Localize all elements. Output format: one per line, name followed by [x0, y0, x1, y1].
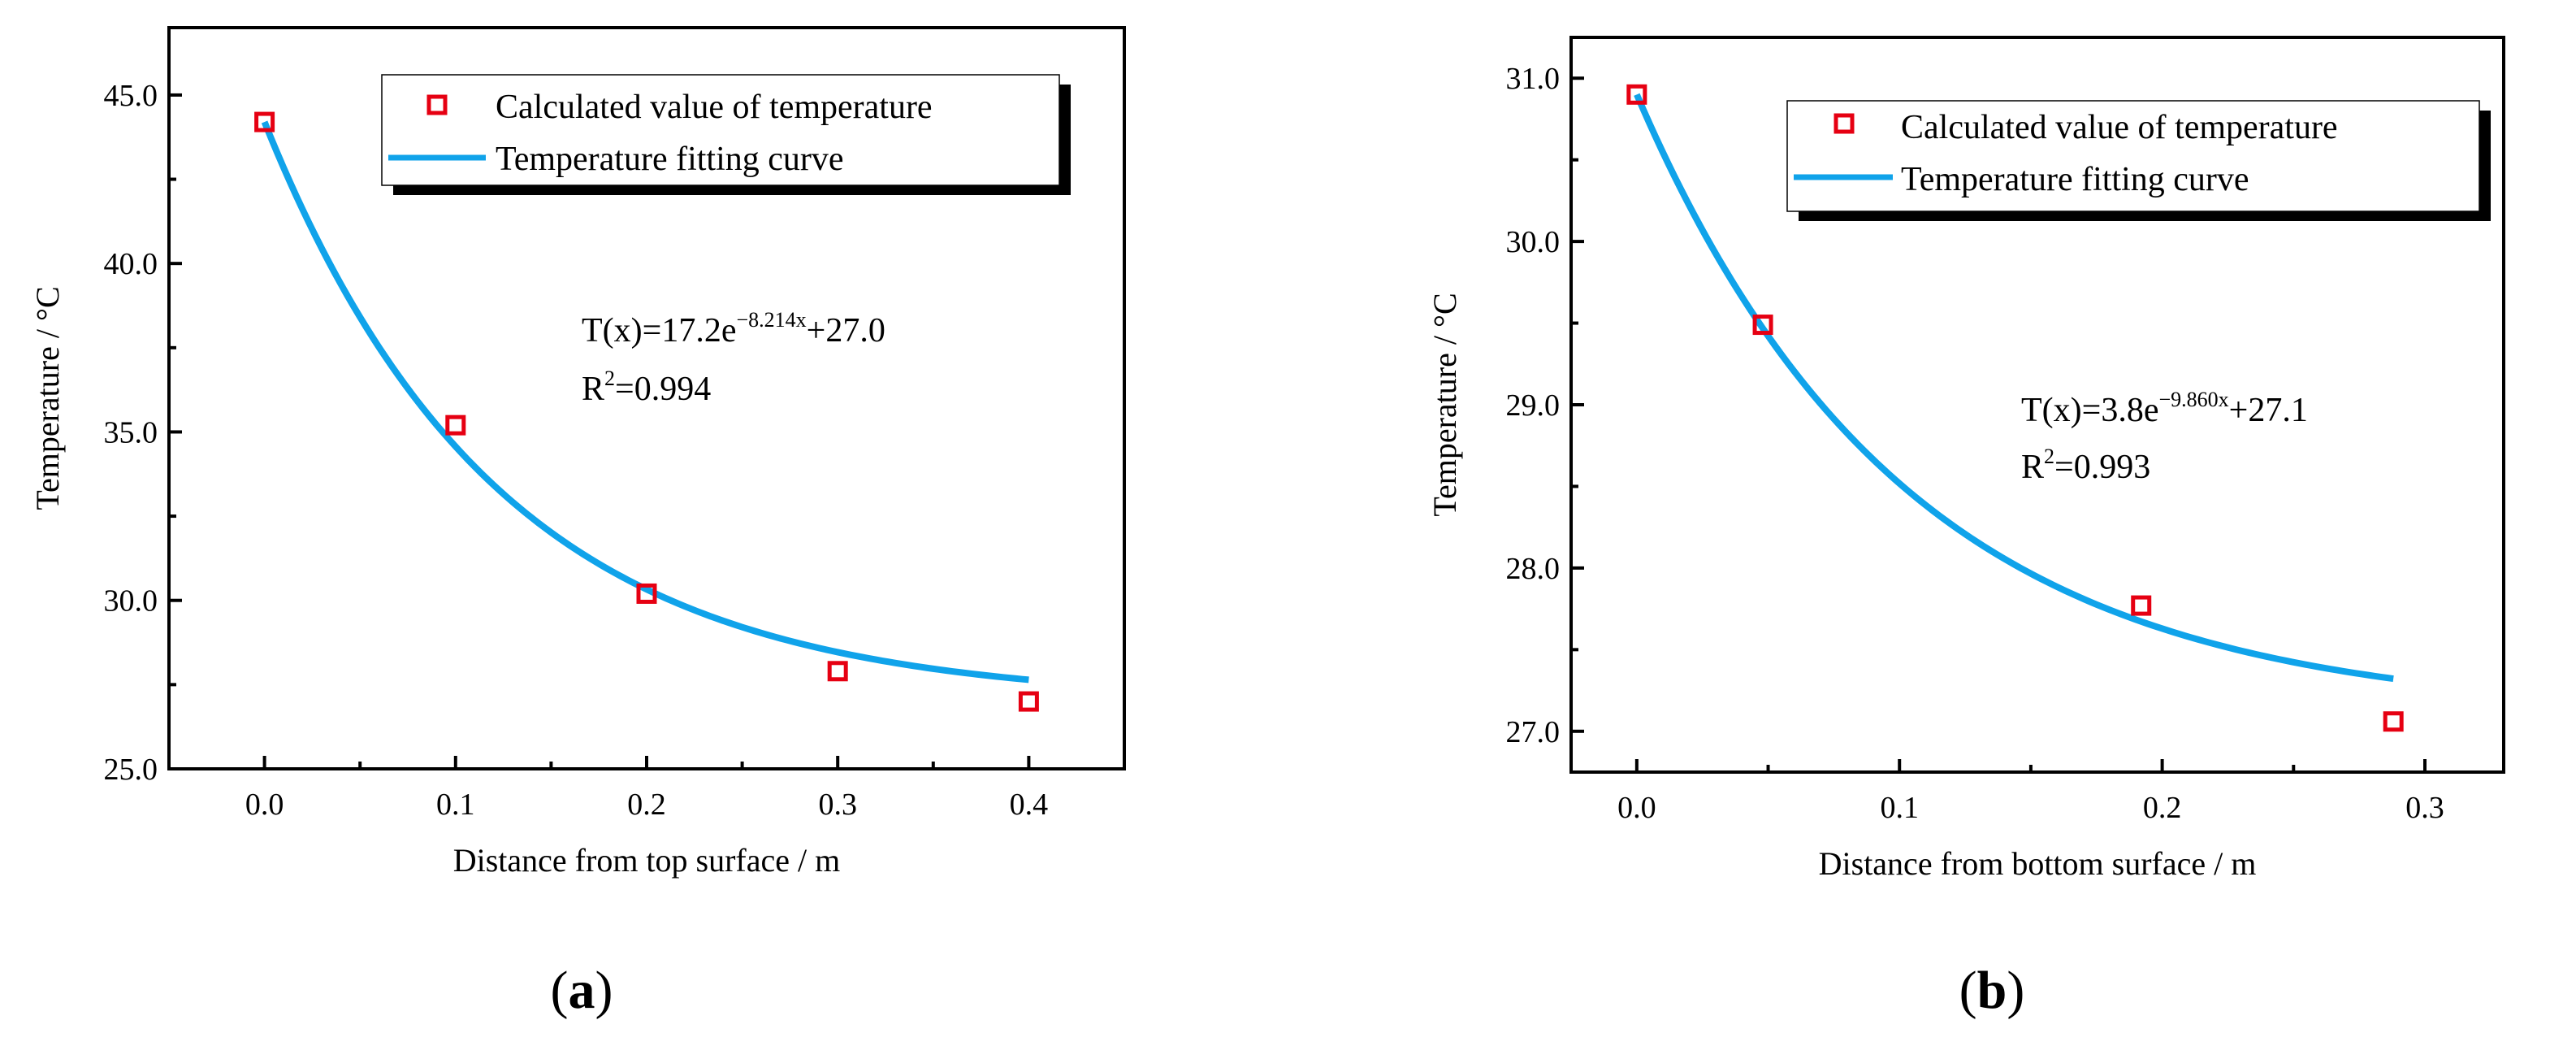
- data-point-b: [2131, 595, 2152, 616]
- equation-rhs-a: +27.0: [807, 312, 885, 349]
- legend-box-b: [1786, 100, 2480, 212]
- panel-label-letter-a: a: [569, 961, 595, 1020]
- r2-sup-a: 2: [604, 367, 615, 390]
- x-tick-label-b: 0.2: [2143, 791, 2182, 825]
- data-point-a: [827, 661, 848, 682]
- y-tick-label-b: 28.0: [1506, 552, 1561, 586]
- data-point-a: [445, 414, 466, 436]
- legend-marker-b: [1834, 113, 1855, 134]
- equation-lhs-b: T(x)=3.8e: [2021, 392, 2158, 429]
- r2-rhs-b: =0.993: [2054, 449, 2150, 486]
- y-axis-label-a: Temperature / °C: [29, 286, 66, 510]
- y-tick-label-a: 30.0: [104, 584, 158, 618]
- panel-label-close-a: ): [595, 961, 613, 1020]
- x-axis-label-a: Distance from top surface / m: [453, 842, 841, 879]
- r-squared-a: R2=0.994: [582, 367, 711, 408]
- legend-box-a: [381, 74, 1060, 186]
- r2-lhs-b: R: [2021, 449, 2044, 486]
- y-tick-label-b: 31.0: [1506, 62, 1561, 96]
- legend-label-curve-b: Temperature fitting curve: [1901, 161, 2249, 198]
- x-tick-label-a: 0.3: [818, 788, 857, 822]
- data-point-b: [2383, 711, 2404, 732]
- legend-marker-a: [426, 94, 448, 115]
- legend-label-markers-b: Calculated value of temperature: [1901, 109, 2338, 146]
- panel-label-open-b: (: [1959, 961, 1977, 1020]
- equation-b: T(x)=3.8e−9.860x+27.1: [2021, 388, 2308, 429]
- r2-lhs-a: R: [582, 371, 604, 408]
- x-ticks-b: 0.0 0.1 0.2 0.3: [1617, 759, 2444, 825]
- y-tick-label-b: 27.0: [1506, 715, 1561, 749]
- markers-a: [254, 111, 1039, 712]
- x-tick-label-a: 0.0: [245, 788, 284, 822]
- chart-panel-b: 27.0 28.0 29.0 30.0 31.0 0.0 0.1 0.2 0.3 Calcul…: [1427, 36, 2505, 1020]
- data-point-a: [636, 583, 657, 604]
- x-axis-label-b: Distance from bottom surface / m: [1819, 845, 2257, 882]
- r2-rhs-a: =0.994: [615, 371, 711, 408]
- x-tick-label-b: 0.3: [2405, 791, 2444, 825]
- chart-panel-a: 25.0 30.0 35.0 40.0 45.0 0.0 0.1 0.2 0.3 0.4 Cal…: [29, 26, 1126, 1020]
- panel-label-b: (b): [1959, 961, 2025, 1020]
- panel-label-letter-b: b: [1977, 961, 2007, 1020]
- legend-label-curve-a: Temperature fitting curve: [496, 141, 844, 178]
- data-point-b: [1752, 315, 1773, 336]
- x-tick-label-a: 0.1: [436, 788, 475, 822]
- panel-label-open-a: (: [551, 961, 569, 1020]
- y-tick-label-b: 30.0: [1506, 225, 1561, 259]
- x-tick-label-a: 0.4: [1010, 788, 1049, 822]
- y-tick-label-a: 25.0: [104, 753, 158, 787]
- y-tick-label-a: 45.0: [104, 79, 158, 113]
- legend-a: Calculated value of temperature Temperat…: [381, 74, 1071, 195]
- y-ticks-a: 25.0 30.0 35.0 40.0 45.0: [104, 79, 182, 787]
- y-tick-label-a: 40.0: [104, 247, 158, 281]
- legend-label-markers-a: Calculated value of temperature: [496, 89, 933, 126]
- legend-b: Calculated value of temperature Temperat…: [1786, 100, 2491, 221]
- equation-a: T(x)=17.2e−8.214x+27.0: [582, 308, 885, 349]
- equation-rhs-b: +27.1: [2229, 392, 2308, 429]
- x-tick-label-a: 0.2: [627, 788, 666, 822]
- r-squared-b: R2=0.993: [2021, 445, 2150, 486]
- y-tick-label-b: 29.0: [1506, 388, 1561, 423]
- x-tick-label-b: 0.0: [1617, 791, 1656, 825]
- markers-b: [1626, 84, 2404, 732]
- y-axis-label-b: Temperature / °C: [1427, 293, 1463, 516]
- data-point-a: [1018, 691, 1039, 712]
- y-ticks-b: 27.0 28.0 29.0 30.0 31.0: [1506, 62, 1584, 749]
- equation-lhs-a: T(x)=17.2e: [582, 312, 736, 349]
- r2-sup-b: 2: [2044, 445, 2054, 468]
- equation-exponent-b: −9.860x: [2158, 388, 2228, 411]
- panel-label-close-b: ): [2007, 961, 2024, 1020]
- data-point-a: [254, 111, 275, 132]
- panel-label-a: (a): [551, 961, 613, 1020]
- y-tick-label-a: 35.0: [104, 415, 158, 449]
- fit-curve-a: [261, 120, 1029, 684]
- equation-exponent-a: −8.214x: [736, 308, 806, 332]
- x-ticks-a: 0.0 0.1 0.2 0.3 0.4: [245, 756, 1048, 822]
- fit-curve-b: [1634, 93, 2394, 683]
- x-tick-label-b: 0.1: [1880, 791, 1919, 825]
- data-point-b: [1626, 84, 1647, 105]
